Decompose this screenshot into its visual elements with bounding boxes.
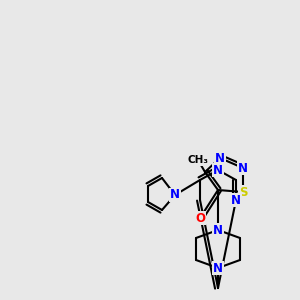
Text: N: N: [215, 152, 225, 164]
Text: N: N: [213, 164, 223, 176]
Text: N: N: [213, 224, 223, 236]
Text: N: N: [170, 188, 180, 202]
Text: N: N: [238, 161, 248, 175]
Text: N: N: [213, 262, 223, 275]
Text: CH₃: CH₃: [188, 155, 208, 165]
Text: S: S: [239, 185, 247, 199]
Text: N: N: [231, 194, 241, 206]
Text: O: O: [195, 212, 205, 224]
